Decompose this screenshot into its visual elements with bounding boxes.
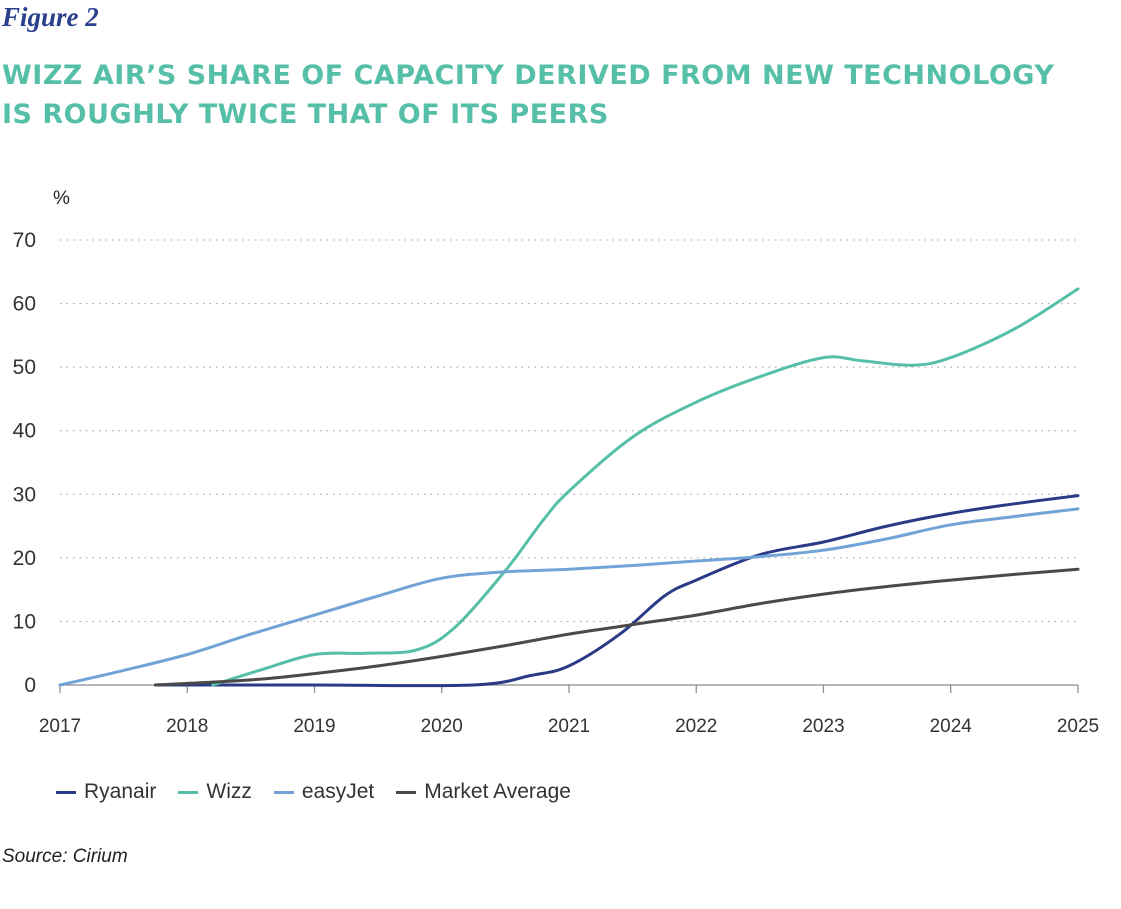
x-tick-label-2025: 2025	[1057, 716, 1099, 737]
x-tick-label-2022: 2022	[675, 716, 717, 737]
y-tick-label-60: 60	[13, 293, 36, 316]
legend-label-market-average: Market Average	[424, 780, 571, 803]
series-line-easyjet	[58, 507, 1080, 687]
x-tick-label-2017: 2017	[39, 716, 81, 737]
y-tick-label-40: 40	[13, 420, 36, 443]
legend-item-wizz: Wizz	[178, 780, 252, 804]
y-tick-label-0: 0	[24, 674, 36, 697]
y-tick-label-20: 20	[13, 547, 36, 570]
figure-label: Figure 2	[2, 2, 99, 32]
series-line-market-average	[153, 567, 1080, 687]
x-tick-label-2019: 2019	[293, 716, 335, 737]
legend: Ryanair Wizz easyJet Market Average	[56, 780, 571, 804]
legend-item-easyjet: easyJet	[273, 780, 375, 804]
x-tick-label-2021: 2021	[548, 716, 590, 737]
y-tick-label-50: 50	[13, 356, 36, 379]
chart-title: WIZZ AIR’S SHARE OF CAPACITY DERIVED FRO…	[2, 56, 1082, 134]
legend-item-market-average: Market Average	[396, 780, 571, 804]
legend-swatch-ryanair	[56, 790, 76, 794]
legend-swatch-easyjet	[273, 790, 294, 794]
legend-label-wizz: Wizz	[206, 780, 252, 803]
chart-title-line-2: IS ROUGHLY TWICE THAT OF ITS PEERS	[2, 99, 609, 130]
legend-label-ryanair: Ryanair	[84, 780, 157, 803]
y-tick-label-10: 10	[13, 610, 36, 633]
x-tick-label-2018: 2018	[166, 716, 208, 737]
legend-label-easyjet: easyJet	[301, 780, 375, 803]
x-tick-label-2024: 2024	[930, 716, 973, 737]
legend-item-ryanair: Ryanair	[56, 780, 156, 804]
source-note: Source: Cirium	[2, 846, 128, 867]
series-line-ryanair	[153, 494, 1080, 688]
x-tick-label-2020: 2020	[421, 716, 463, 737]
y-tick-label-30: 30	[13, 483, 36, 506]
y-tick-label-70: 70	[13, 229, 36, 252]
legend-swatch-wizz	[178, 790, 199, 794]
chart-title-line-1: WIZZ AIR’S SHARE OF CAPACITY DERIVED FRO…	[2, 60, 1055, 91]
series-line-wizz	[211, 287, 1080, 687]
legend-swatch-market-average	[396, 790, 417, 794]
y-axis-unit-label: %	[53, 188, 70, 209]
x-tick-label-2023: 2023	[802, 716, 844, 737]
